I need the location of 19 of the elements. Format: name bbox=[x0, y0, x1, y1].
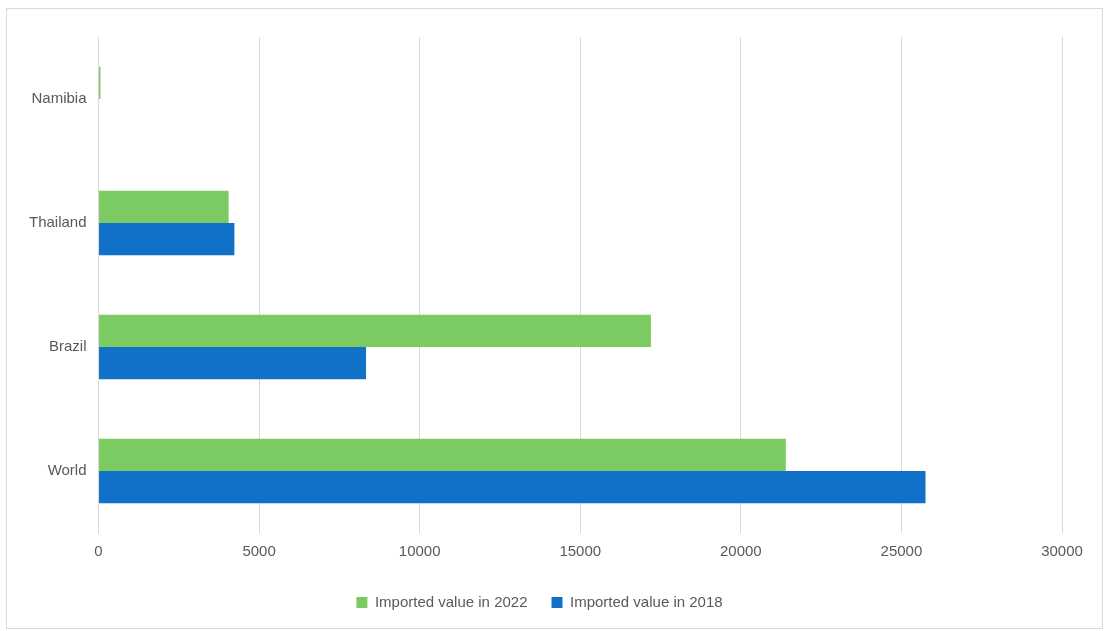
y-tick-label: World bbox=[47, 461, 87, 479]
x-tick-label: 10000 bbox=[398, 542, 441, 560]
y-tick-label: Brazil bbox=[49, 337, 87, 355]
bar bbox=[99, 190, 229, 223]
y-tick-label: Namibia bbox=[31, 89, 88, 107]
x-tick-label: 20000 bbox=[719, 542, 762, 560]
x-tick-label: 0 bbox=[94, 542, 103, 560]
bar bbox=[99, 223, 235, 256]
x-tick-label: 15000 bbox=[559, 542, 602, 560]
x-tick-label: 25000 bbox=[880, 542, 923, 560]
bar bbox=[99, 314, 651, 347]
bar bbox=[99, 347, 367, 380]
bar bbox=[99, 438, 786, 471]
y-tick-label: Thailand bbox=[28, 213, 87, 231]
legend-label: Imported value in 2018 bbox=[570, 592, 723, 610]
x-tick-label: 30000 bbox=[1041, 542, 1083, 560]
x-tick-label: 5000 bbox=[242, 542, 276, 560]
bar bbox=[99, 471, 926, 504]
legend-label: Imported value in 2022 bbox=[374, 592, 528, 610]
